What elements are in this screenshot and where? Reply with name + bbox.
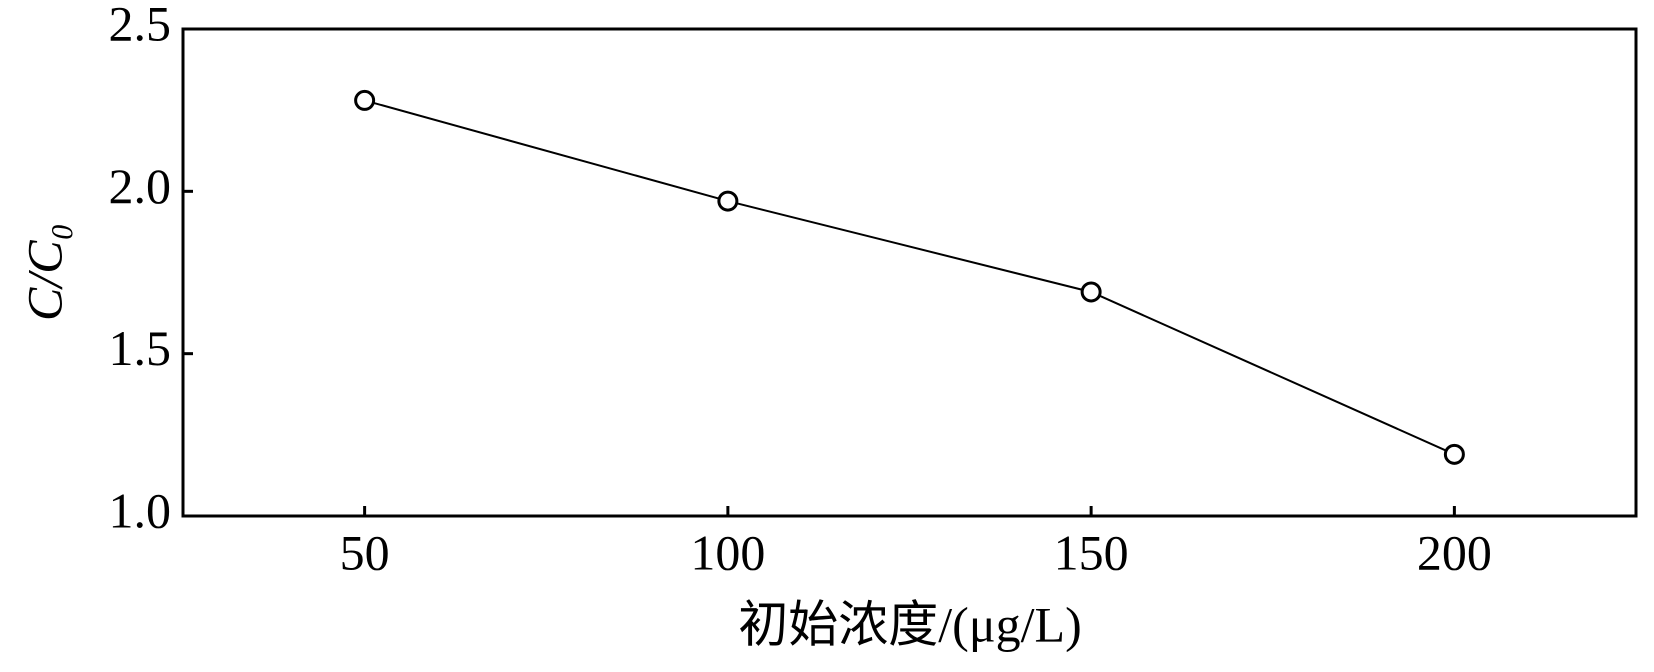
point bbox=[354, 89, 376, 111]
x-axis-label: 初始浓度/(μg/L) bbox=[738, 596, 1081, 652]
x-tick-label: 50 bbox=[340, 524, 390, 580]
plot-frame bbox=[181, 27, 1638, 518]
x-tick-label: 150 bbox=[1054, 524, 1129, 580]
y-tick-label: 1.0 bbox=[109, 482, 172, 538]
y-tick-label: 2.0 bbox=[109, 158, 172, 214]
point bbox=[717, 190, 739, 212]
x-tick-label: 200 bbox=[1417, 524, 1492, 580]
point bbox=[1080, 281, 1102, 303]
line bbox=[364, 99, 1455, 456]
y-tick-label: 1.5 bbox=[109, 320, 172, 376]
point bbox=[1443, 443, 1465, 465]
y-tick-label: 2.5 bbox=[109, 0, 172, 51]
x-tick-label: 100 bbox=[690, 524, 765, 580]
y-axis-label: C/C₀ bbox=[16, 223, 72, 321]
